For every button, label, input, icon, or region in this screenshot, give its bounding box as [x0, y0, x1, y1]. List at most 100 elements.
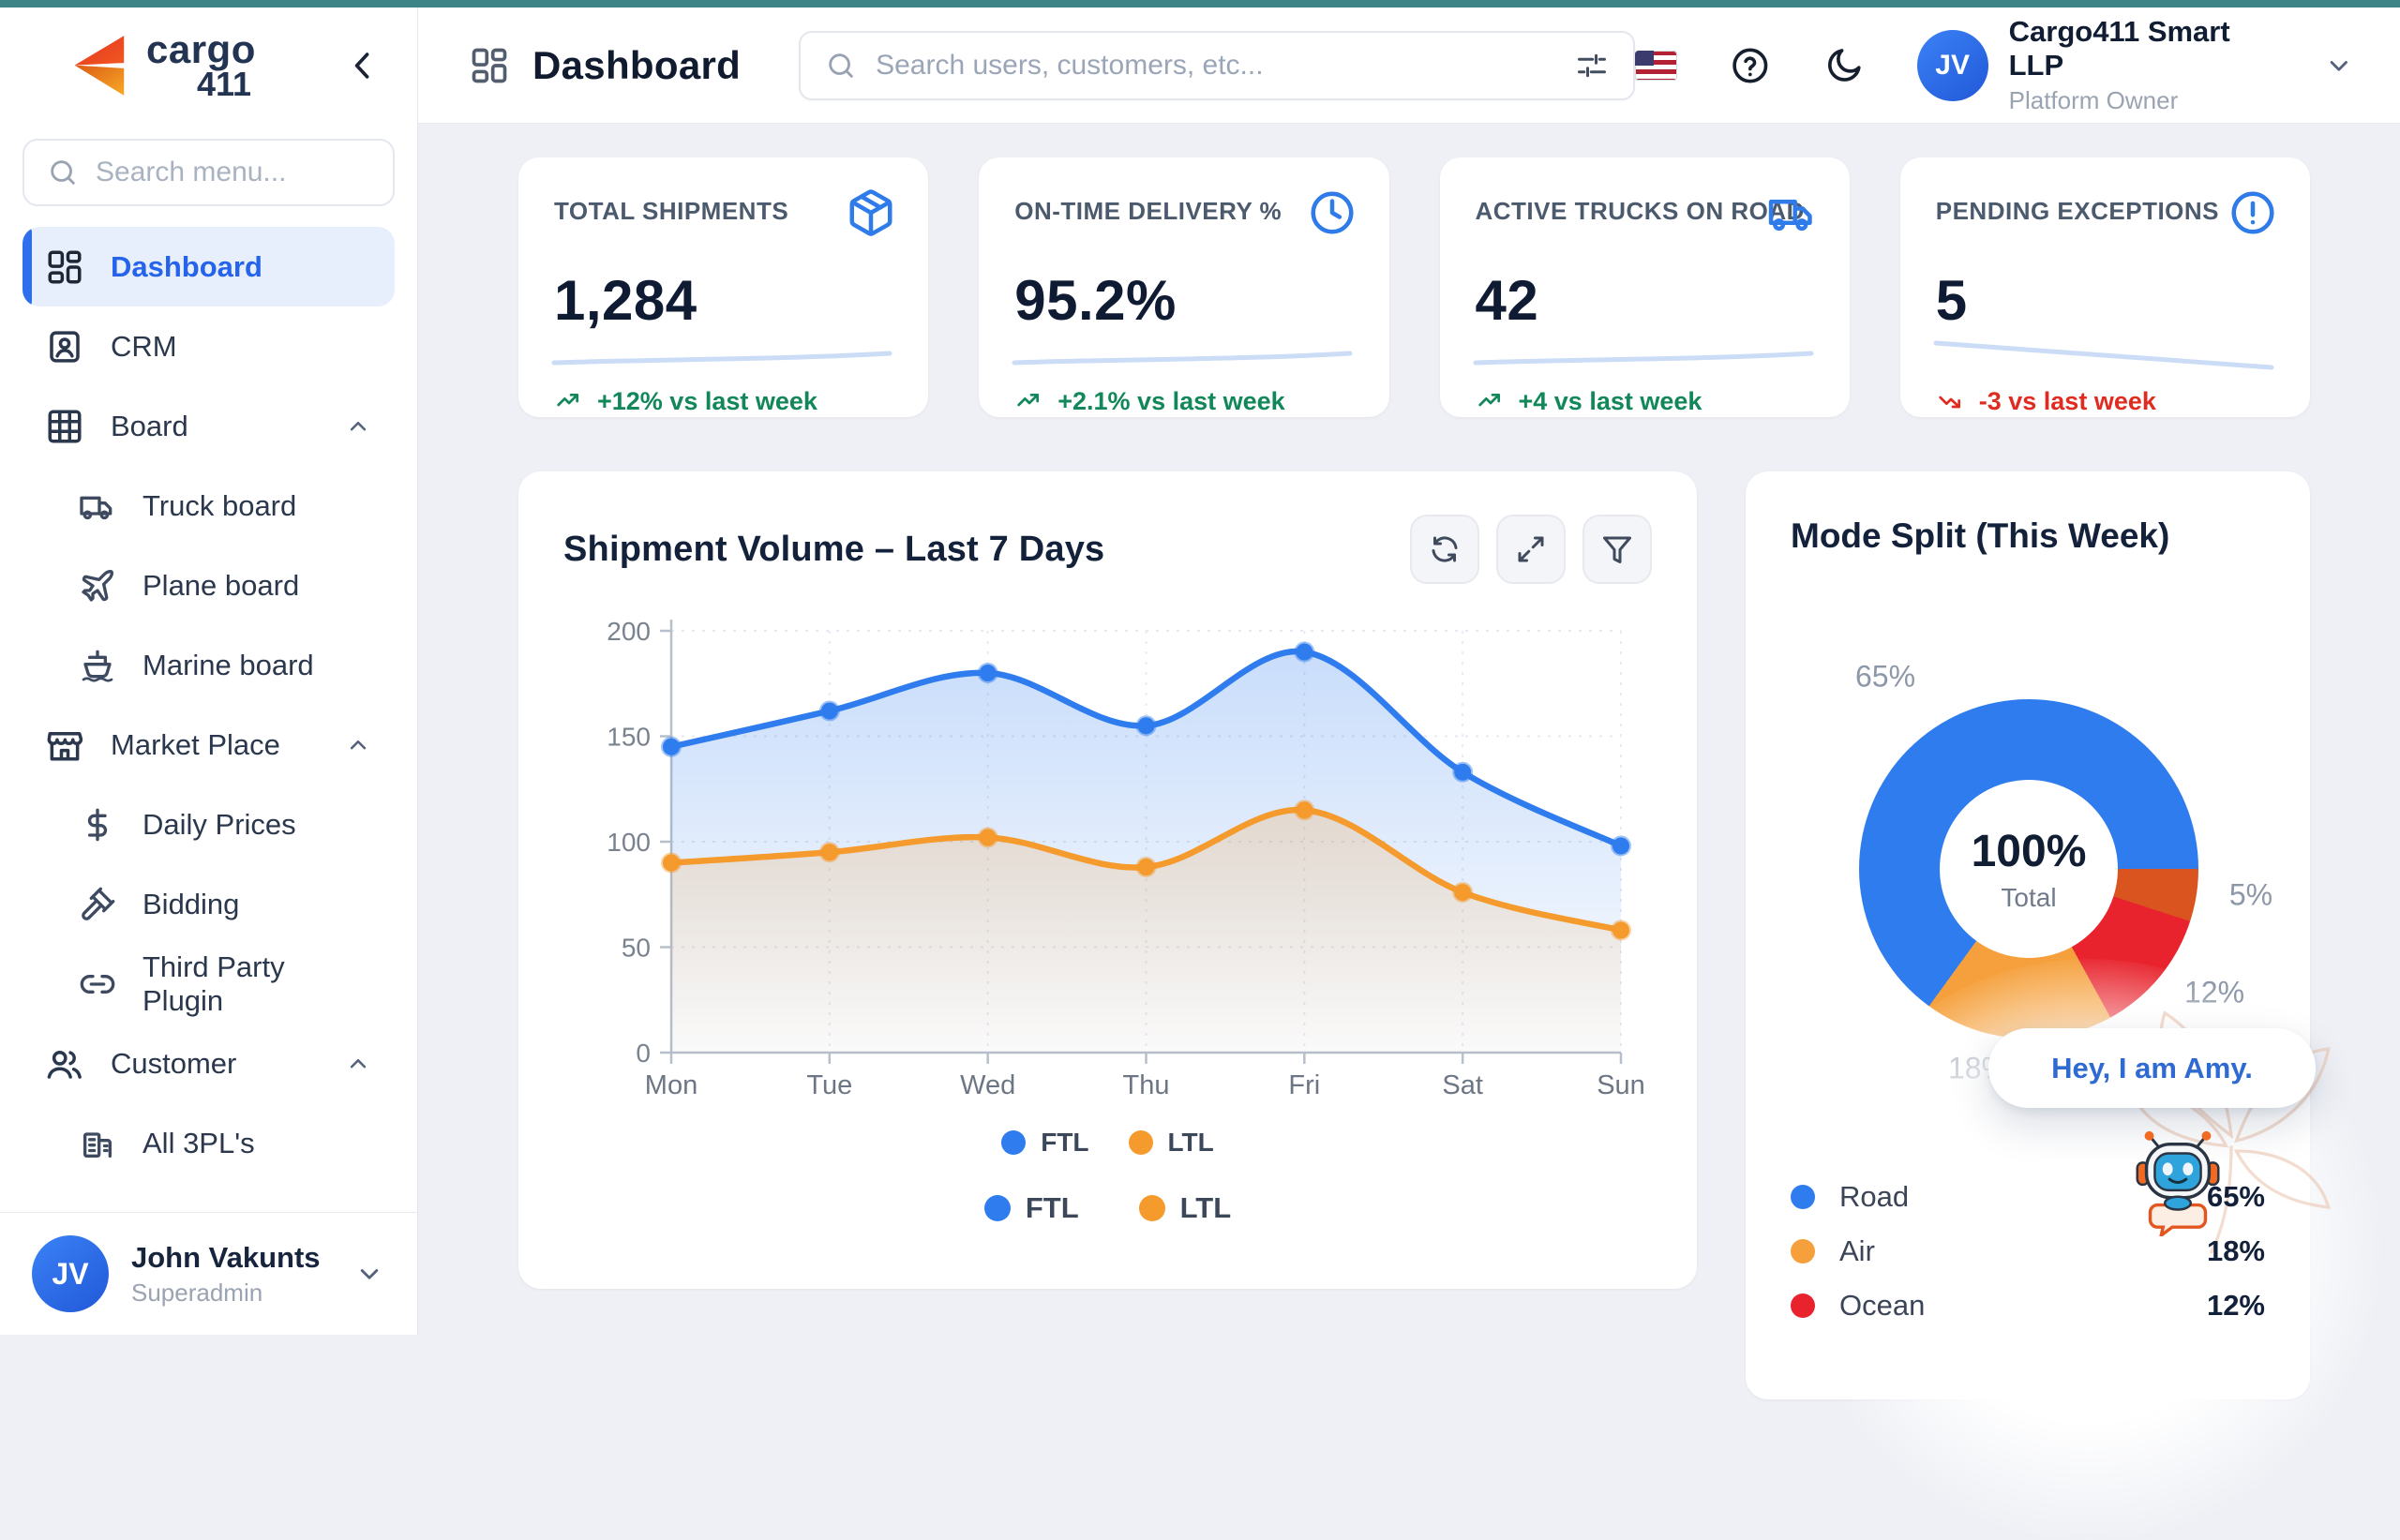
shipment-volume-line-chart[interactable]: 0 50 100 150 200 Mon Tue Wed Thu Fri Sat Sun — [563, 605, 1652, 1101]
legend-item-ftl[interactable]: FTL — [983, 1191, 1079, 1225]
svg-text:Thu: Thu — [1123, 1070, 1170, 1100]
sidebar-item-dashboard[interactable]: Dashboard — [22, 227, 395, 307]
sidebar-item-label: Dashboard — [111, 249, 262, 283]
sidebar-user-chip[interactable]: JV John Vakunts Superadmin — [0, 1212, 417, 1335]
chart-title: Shipment Volume – Last 7 Days — [563, 529, 1105, 569]
sidebar-item-truck-board[interactable]: Truck board — [22, 466, 395, 546]
kpi-sparkline — [1473, 351, 1813, 366]
sidebar-item-daily-prices[interactable]: Daily Prices — [22, 785, 395, 864]
svg-text:100: 100 — [607, 828, 651, 857]
sidebar-item-market-place[interactable]: Market Place — [22, 705, 395, 785]
logo-row: cargo 411 — [0, 7, 417, 124]
locale-flag-us[interactable] — [1634, 50, 1678, 81]
kpi-label: ACTIVE TRUCKS ON ROAD — [1475, 197, 1805, 225]
chevron-up-icon[interactable] — [344, 731, 372, 759]
legend-dot — [1791, 1238, 1815, 1263]
legend-item-ltl[interactable]: LTL — [1128, 1128, 1214, 1158]
third-party-plugin-icon — [79, 965, 116, 1003]
kpi-card-active-trucks-on-road: ACTIVE TRUCKS ON ROAD 42 +4 vs last week — [1439, 157, 1850, 417]
legend-item-ftl[interactable]: FTL — [1001, 1128, 1089, 1158]
sidebar-item-bidding[interactable]: Bidding — [22, 864, 395, 944]
legend-item-ltl[interactable]: LTL — [1138, 1191, 1232, 1225]
account-menu[interactable]: JV Cargo411 Smart LLP Platform Owner — [1916, 15, 2355, 115]
sidebar-item-crm[interactable]: CRM — [22, 307, 395, 386]
header: Dashboard JV Cargo411 Smart LLP Platform… — [418, 7, 2400, 124]
legend-dot — [1138, 1195, 1165, 1221]
user-avatar: JV — [32, 1235, 109, 1312]
chevron-up-icon[interactable] — [344, 412, 372, 441]
search-filter-icon[interactable] — [1575, 49, 1609, 82]
kpi-value: 1,284 — [554, 269, 698, 332]
legend-label: LTL — [1179, 1191, 1232, 1224]
donut-callout-other: 5% — [2228, 877, 2273, 912]
kpi-sparkline — [1012, 351, 1353, 366]
sidebar-item-plane-board[interactable]: Plane board — [22, 546, 395, 625]
expand-icon — [1514, 532, 1548, 566]
kpi-row: TOTAL SHIPMENTS 1,284 +12% vs last week ON-… — [518, 157, 2310, 417]
sidebar-item-label: Marine board — [142, 648, 314, 681]
donut-legend-air[interactable]: Air 18% — [1791, 1231, 2265, 1271]
package-icon — [846, 187, 896, 238]
sidebar-search[interactable] — [22, 139, 395, 206]
mode-split-card: Mode Split (This Week) 65% 5% 12% 18% 10… — [1746, 471, 2380, 1540]
sidebar-collapse-button[interactable] — [342, 45, 383, 86]
refresh-button[interactable] — [1410, 515, 1479, 584]
kpi-label: TOTAL SHIPMENTS — [554, 197, 789, 225]
kpi-card-on-time-delivery: ON-TIME DELIVERY % 95.2% +2.1% vs last wee… — [979, 157, 1389, 417]
legend-value: 12% — [2206, 1288, 2265, 1322]
amy-chat-bubble[interactable]: Hey, I am Amy. — [1988, 1028, 2316, 1108]
donut-legend-ocean[interactable]: Ocean 12% — [1791, 1285, 2265, 1325]
help-icon[interactable] — [1730, 45, 1771, 86]
account-role: Platform Owner — [2008, 86, 2179, 114]
global-search[interactable] — [799, 30, 1635, 100]
crm-icon — [45, 327, 84, 366]
kpi-value: 42 — [1475, 269, 1539, 332]
funnel-icon — [1600, 532, 1634, 566]
svg-text:50: 50 — [622, 934, 651, 963]
dashboard-icon — [469, 45, 510, 86]
board-icon — [45, 407, 84, 446]
expand-button[interactable] — [1496, 515, 1566, 584]
mode-split-donut-chart[interactable]: 100% Total — [1859, 699, 2198, 1039]
kpi-card-total-shipments: TOTAL SHIPMENTS 1,284 +12% vs last week — [518, 157, 929, 417]
global-search-input[interactable] — [876, 49, 1556, 82]
donut-title: Mode Split (This Week) — [1791, 516, 2170, 555]
search-icon — [825, 50, 857, 82]
kpi-value: 95.2% — [1014, 269, 1177, 332]
sidebar-item-marine-board[interactable]: Marine board — [22, 625, 395, 705]
donut-total-label: Total — [2001, 882, 2057, 912]
sidebar-item-label: Daily Prices — [142, 807, 296, 841]
sidebar-item-customer[interactable]: Customer — [22, 1024, 395, 1103]
kpi-card-pending-exceptions: PENDING EXCEPTIONS 5 -3 vs last week — [1899, 157, 2310, 417]
sidebar-item-label: Third Party Plugin — [142, 949, 285, 1017]
legend-label: Road — [1839, 1179, 1910, 1213]
account-avatar: JV — [1916, 29, 1988, 101]
kpi-delta: +4 vs last week — [1476, 386, 1702, 416]
donut-callout-road: 65% — [1854, 659, 1916, 694]
svg-text:Tue: Tue — [806, 1070, 852, 1100]
legend-dot — [1001, 1130, 1027, 1155]
legend-label: FTL — [1025, 1191, 1079, 1224]
donut-callout-ocean: 12% — [2183, 975, 2245, 1009]
dark-mode-moon-icon[interactable] — [1823, 45, 1865, 86]
filter-button[interactable] — [1582, 515, 1652, 584]
legend-label: Ocean — [1839, 1288, 1926, 1322]
sidebar-search-input[interactable] — [96, 157, 370, 188]
trend-up-icon — [1476, 386, 1506, 416]
daily-prices-icon — [79, 806, 116, 844]
svg-text:Mon: Mon — [645, 1070, 698, 1100]
kpi-sparkline — [551, 351, 892, 366]
legend-value: 18% — [2206, 1233, 2265, 1267]
chart-legend-row-2: FTL LTL — [563, 1191, 1652, 1225]
sidebar-item-board[interactable]: Board — [22, 386, 395, 466]
sidebar-item-all-3pl-s[interactable]: All 3PL's — [22, 1103, 395, 1183]
sidebar-item-third-party-plugin[interactable]: Third Party Plugin — [22, 944, 395, 1024]
chevron-down-icon[interactable] — [353, 1258, 385, 1290]
kpi-delta: +2.1% vs last week — [1014, 386, 1285, 416]
kpi-delta: -3 vs last week — [1936, 386, 2156, 416]
donut-legend-road[interactable]: Road 65% — [1791, 1176, 2265, 1217]
chevron-up-icon[interactable] — [344, 1050, 372, 1078]
truck-board-icon — [79, 487, 116, 525]
legend-label: FTL — [1041, 1128, 1089, 1157]
customer-icon — [45, 1044, 84, 1084]
